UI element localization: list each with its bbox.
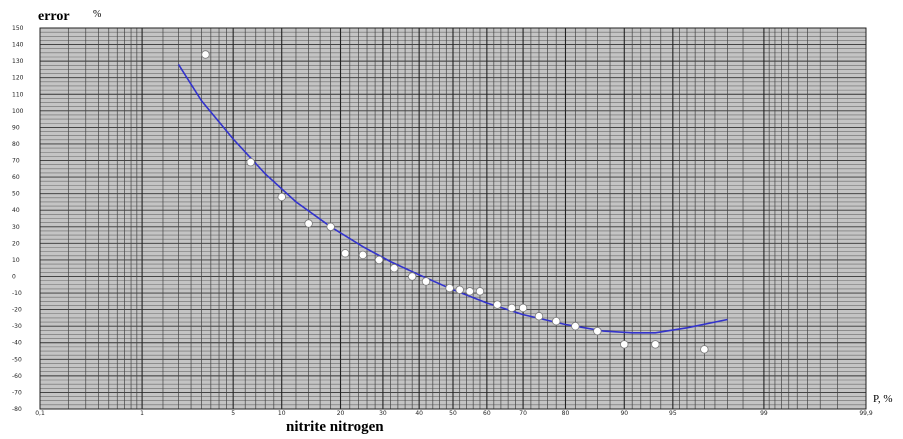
data-point: [201, 50, 210, 59]
y-tick-label: -50: [12, 356, 22, 363]
x-tick-label: 5: [231, 410, 235, 417]
y-tick-label: 40: [12, 207, 20, 214]
y-tick-label: 120: [12, 75, 24, 82]
data-point: [552, 317, 561, 326]
data-point: [455, 285, 464, 294]
y-tick-label: 0: [12, 273, 16, 280]
data-point: [326, 222, 335, 231]
data-point: [341, 249, 350, 258]
data-point: [518, 303, 528, 313]
y-tick-label: 80: [12, 141, 20, 148]
y-tick-label: 30: [12, 224, 20, 231]
y-tick-label: 10: [12, 257, 20, 264]
x-axis-label: P, %: [873, 393, 893, 405]
data-point: [390, 263, 399, 273]
y-tick-label: 110: [12, 91, 24, 98]
y-tick-label: 60: [12, 174, 20, 181]
data-point: [277, 192, 286, 202]
y-tick-label: -10: [12, 290, 22, 297]
x-tick-labels: 0,1 1 5 10 20 30 40 50 60 70 80 90 95 99 99,9: [35, 410, 873, 417]
x-tick-label: 95: [669, 410, 677, 417]
y-tick-label: -60: [12, 373, 22, 380]
data-point: [407, 272, 417, 281]
x-tick-label: 40: [415, 410, 423, 417]
x-tick-label: 50: [449, 410, 457, 417]
y-tick-label: -40: [12, 340, 22, 347]
y-tick-label: 150: [12, 25, 24, 32]
y-tick-label: -30: [12, 323, 22, 330]
x-tick-label: 70: [519, 410, 527, 417]
data-point: [493, 300, 502, 309]
data-point: [475, 287, 485, 296]
data-point: [700, 345, 709, 354]
data-point: [620, 340, 629, 349]
x-tick-label: 10: [278, 410, 286, 417]
data-point: [651, 340, 660, 349]
x-tick-label: 90: [620, 410, 628, 417]
data-point: [445, 283, 454, 293]
fit-curve: [177, 63, 728, 334]
y-tick-labels: 1501401301201101009080706050403020100-10…: [12, 25, 24, 413]
data-point: [374, 255, 384, 265]
data-point: [534, 312, 544, 321]
y-tick-label: 90: [12, 124, 20, 131]
data-points: [201, 50, 709, 354]
y-tick-label: 130: [12, 58, 24, 65]
x-tick-label: 20: [337, 410, 345, 417]
x-tick-label: 99,9: [859, 410, 873, 417]
data-point: [246, 157, 255, 167]
x-tick-label: 99: [760, 410, 768, 417]
y-axis-label: error: [38, 9, 70, 24]
y-tick-label: 100: [12, 108, 24, 115]
data-point: [571, 321, 580, 331]
y-tick-label: 20: [12, 240, 20, 247]
data-point: [358, 250, 368, 260]
y-tick-label: 140: [12, 42, 24, 49]
chart-title: nitrite nitrogen: [286, 419, 384, 435]
y-tick-label: -20: [12, 307, 22, 314]
y-tick-label: 70: [12, 158, 20, 165]
data-point: [593, 326, 602, 336]
x-tick-label: 80: [562, 410, 570, 417]
y-tick-label: 50: [12, 191, 20, 198]
data-point: [465, 287, 474, 296]
data-point: [304, 219, 313, 228]
data-point: [421, 277, 431, 286]
x-tick-label: 60: [483, 410, 491, 417]
y-axis-unit: %: [93, 9, 101, 20]
vertical-gridlines: [67, 28, 839, 409]
x-tick-label: 1: [140, 410, 144, 417]
y-tick-label: -80: [12, 406, 22, 413]
x-tick-label: 0,1: [35, 410, 45, 417]
x-tick-label: 30: [379, 410, 387, 417]
plot-border: [39, 27, 867, 410]
data-point: [507, 303, 516, 313]
y-tick-label: -70: [12, 389, 22, 396]
